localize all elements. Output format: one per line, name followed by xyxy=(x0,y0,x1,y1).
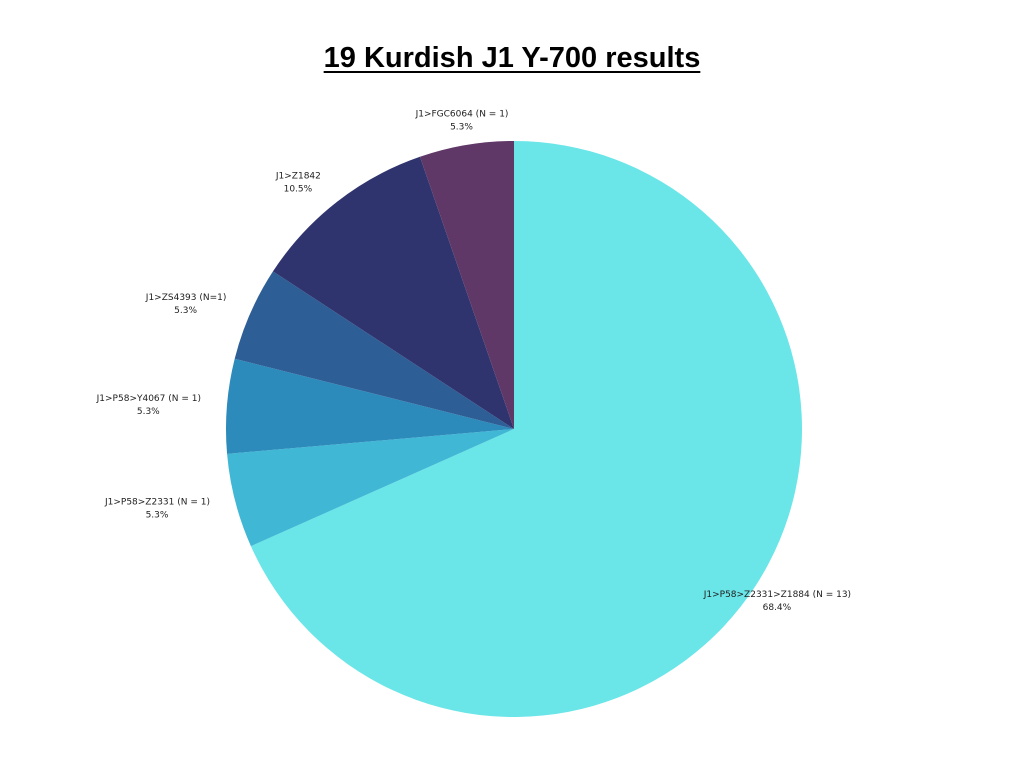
slice-label: J1>FGC6064 (N = 1) xyxy=(415,109,509,119)
slice-value-label: 68.4% xyxy=(763,603,792,613)
slice-label: J1>ZS4393 (N=1) xyxy=(145,293,227,303)
slice-label: J1>P58>Y4067 (N = 1) xyxy=(96,394,201,404)
slice-value-label: 10.5% xyxy=(284,184,313,194)
slice-value-label: 5.3% xyxy=(137,407,160,417)
slice-label: J1>P58>Z2331>Z1884 (N = 13) xyxy=(703,590,851,600)
slice-label-group: J1>FGC6064 (N = 1) 5.3% xyxy=(415,109,509,132)
slice-value-label: 5.3% xyxy=(450,122,473,132)
pie-slice xyxy=(234,271,514,429)
slice-label-group: J1>P58>Y4067 (N = 1) 5.3% xyxy=(96,394,201,417)
slice-label-group: J1>ZS4393 (N=1) 5.3% xyxy=(145,293,227,316)
pie-slice xyxy=(227,429,514,547)
slice-value-label: 5.3% xyxy=(174,306,197,316)
slice-label-group: J1>P58>Z2331>Z1884 (N = 13) 68.4% xyxy=(703,590,851,613)
slice-label-group: J1>P58>Z2331 (N = 1) 5.3% xyxy=(104,498,210,521)
pie-slices xyxy=(225,141,802,717)
pie-labels: J1>P58>Z2331>Z1884 (N = 13)68.4%J1>P58>Z… xyxy=(96,109,851,613)
pie-slice xyxy=(419,141,514,429)
chart-title: 19 Kurdish J1 Y-700 results xyxy=(323,42,701,74)
pie-slice xyxy=(250,141,802,717)
pie-slice xyxy=(272,156,514,430)
slice-label: J1>Z1842 xyxy=(275,171,321,181)
slice-label: J1>P58>Z2331 (N = 1) xyxy=(104,498,210,508)
slice-value-label: 5.3% xyxy=(146,511,169,521)
pie-slice xyxy=(225,358,515,454)
slice-label-group: J1>Z1842 10.5% xyxy=(275,171,321,194)
